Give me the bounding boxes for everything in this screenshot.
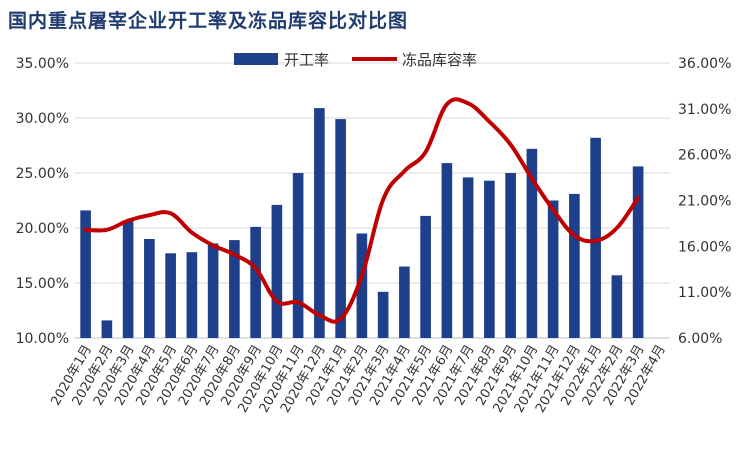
bar xyxy=(80,210,91,338)
bar xyxy=(399,266,410,338)
bar xyxy=(101,320,113,338)
legend-line-label: 冻品库容率 xyxy=(402,51,477,69)
bar xyxy=(314,108,325,338)
right-y-tick-label: 21.00% xyxy=(678,194,731,210)
bar xyxy=(547,200,559,338)
bar xyxy=(250,226,261,338)
bar xyxy=(229,240,240,338)
right-y-tick-label: 16.00% xyxy=(678,239,731,255)
bar xyxy=(569,193,580,338)
left-y-tick-label: 10.00% xyxy=(16,331,69,347)
left-y-tick-label: 20.00% xyxy=(16,221,69,237)
bar xyxy=(611,275,623,338)
bar xyxy=(590,137,601,338)
bar xyxy=(335,119,346,338)
bar xyxy=(144,239,155,338)
bar xyxy=(526,148,538,338)
bar xyxy=(420,215,431,338)
bar xyxy=(632,166,644,338)
right-y-tick-label: 36.00% xyxy=(678,56,731,72)
right-y-tick-label: 31.00% xyxy=(678,102,731,118)
right-y-tick-label: 11.00% xyxy=(678,285,731,301)
bar xyxy=(505,173,516,338)
left-y-tick-label: 25.00% xyxy=(16,166,69,182)
chart-title: 国内重点屠宰企业开工率及冻品库容比对比图 xyxy=(8,10,409,32)
legend: 开工率 冻品库容率 xyxy=(234,51,477,69)
right-y-axis: 6.00% 11.00% 16.00% 21.00% 26.00% 31.00% 36.00… xyxy=(678,56,731,347)
left-y-tick-label: 30.00% xyxy=(16,111,69,127)
left-y-axis: 10.00% 15.00% 20.00% 25.00% 30.00% 35.00% xyxy=(16,56,69,347)
bar xyxy=(165,253,176,338)
bar xyxy=(377,291,389,338)
bar-series xyxy=(80,108,644,338)
bar xyxy=(484,180,495,338)
bar xyxy=(441,163,453,338)
left-y-tick-label: 15.00% xyxy=(16,276,69,292)
line-path xyxy=(83,97,641,324)
x-axis: 2020年1月2020年2月2020年3月2020年4月2020年5月2020年… xyxy=(48,343,668,416)
bar xyxy=(207,243,219,338)
bar xyxy=(356,233,368,338)
line-series xyxy=(83,97,641,324)
bar xyxy=(462,177,474,338)
right-y-tick-label: 6.00% xyxy=(678,331,722,347)
right-y-tick-label: 26.00% xyxy=(678,148,731,164)
gridlines xyxy=(75,62,670,339)
legend-bar-swatch xyxy=(234,53,278,65)
bar xyxy=(122,220,134,338)
bar xyxy=(186,252,198,338)
bar xyxy=(292,173,304,338)
left-y-tick-label: 35.00% xyxy=(16,56,69,72)
legend-bar-label: 开工率 xyxy=(284,51,329,69)
bar xyxy=(271,204,283,338)
